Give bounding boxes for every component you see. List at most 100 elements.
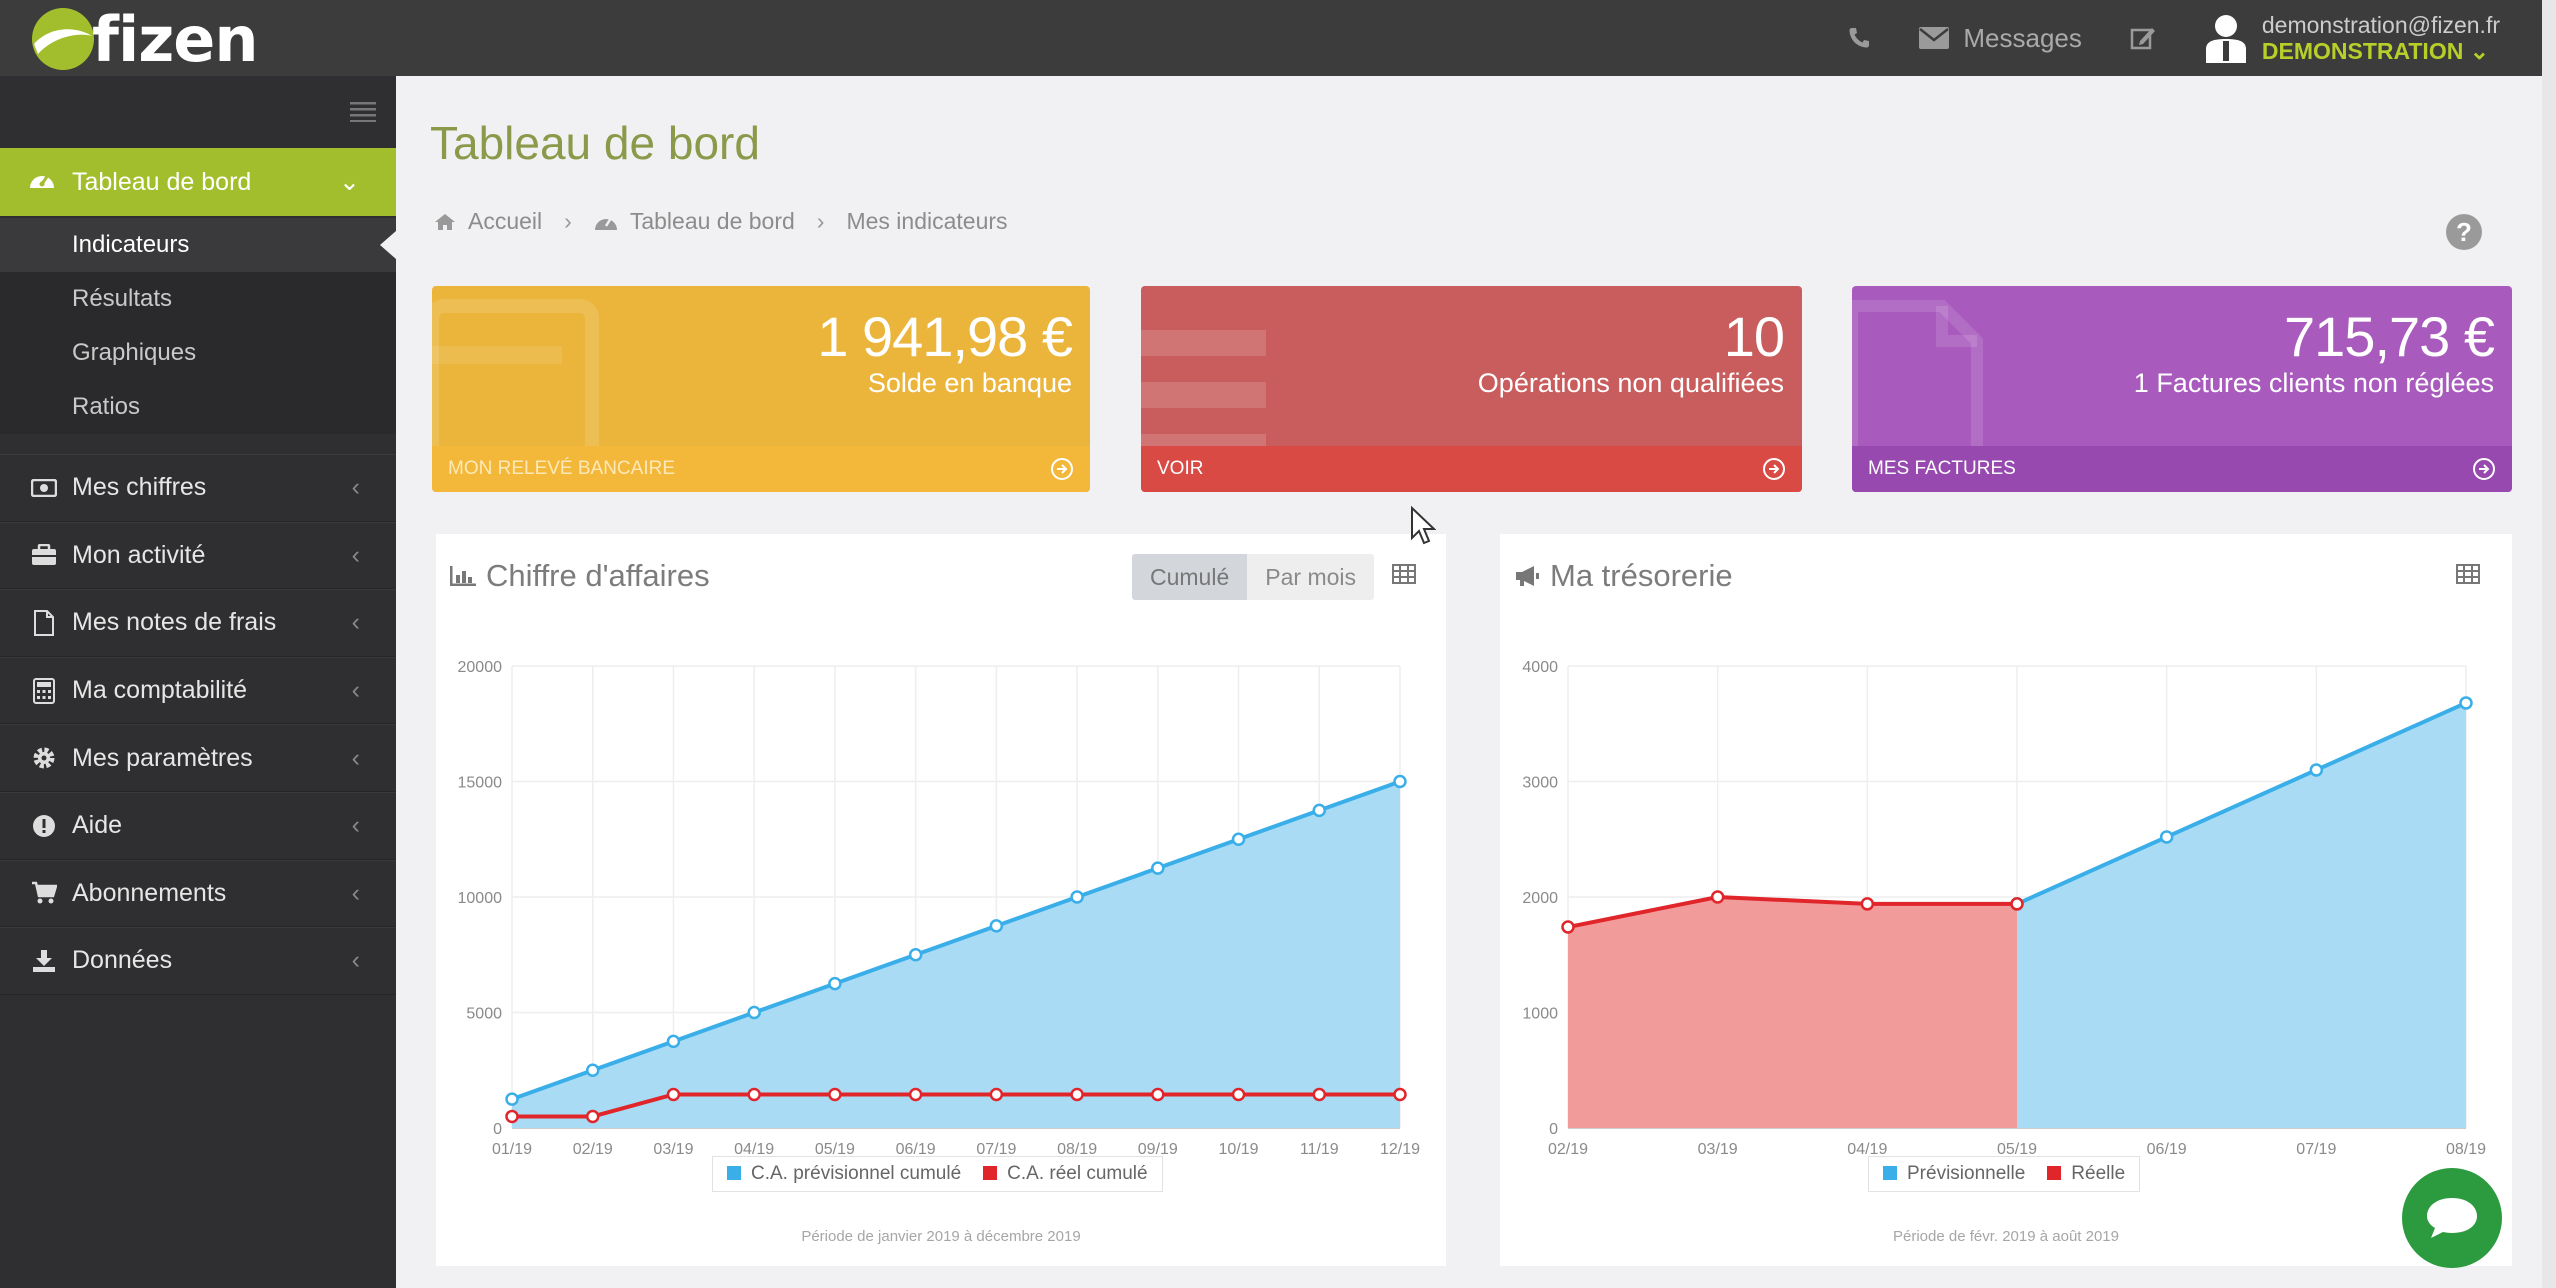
sidebar-item-parametres[interactable]: Mes paramètres ‹ xyxy=(0,724,396,792)
dashboard-icon xyxy=(594,216,617,230)
x-tick-label: 03/19 xyxy=(653,1141,693,1158)
y-tick-label: 0 xyxy=(493,1121,502,1138)
card-footer-label: MES FACTURES xyxy=(1868,458,2016,479)
unqualified-operations-card[interactable]: 10 Opérations non qualifiées VOIR xyxy=(1141,286,1802,492)
sidebar-item-aide[interactable]: Aide ‹ xyxy=(0,791,396,860)
chevron-left-icon: ‹ xyxy=(351,608,360,637)
user-menu[interactable]: demonstration@fizen.fr DEMONSTRATION ⌄ xyxy=(2204,12,2500,64)
submenu-item-indicateurs[interactable]: Indicateurs xyxy=(0,218,396,272)
data-point xyxy=(747,1087,761,1102)
view-toggle: Cumulé Par mois xyxy=(1132,554,1375,600)
phone-button[interactable] xyxy=(1847,26,1871,50)
data-point xyxy=(1231,1087,1246,1102)
sidebar-item-label: Mes notes de frais xyxy=(72,608,277,637)
gear-icon xyxy=(28,746,60,770)
card-footer-label: VOIR xyxy=(1157,458,1204,479)
data-point xyxy=(1151,1087,1165,1102)
arrow-circle-right-icon xyxy=(2473,458,2495,480)
card-footer-link[interactable]: MES FACTURES xyxy=(1852,446,2512,492)
revenue-panel: Chiffre d'affaires Cumulé Par mois 0 5000… xyxy=(436,534,1446,1266)
submenu-item-graphiques[interactable]: Graphiques xyxy=(72,339,197,366)
y-tick-label: 10000 xyxy=(458,890,503,907)
help-button[interactable]: ? xyxy=(2446,214,2482,250)
data-point xyxy=(666,1087,681,1102)
card-label: Solde en banque xyxy=(867,368,1072,398)
treasury-chart: 0 1000 2000 3000 4000 02/19 03/19 04/19 05/19 06/… xyxy=(1522,659,2486,1158)
card-footer-link[interactable]: MON RELEVÉ BANCAIRE xyxy=(432,446,1090,492)
sidebar-item-comptabilite[interactable]: Ma comptabilité ‹ xyxy=(0,656,396,725)
x-tick-label: 06/19 xyxy=(2147,1141,2187,1158)
data-point xyxy=(585,1063,600,1077)
data-point xyxy=(505,1092,519,1106)
sidebar-item-mon-activite[interactable]: Mon activité ‹ xyxy=(0,521,396,590)
arrow-circle-right-icon xyxy=(1763,458,1785,480)
page-title: Tableau de bord xyxy=(430,117,760,169)
chevron-left-icon: ‹ xyxy=(351,473,360,502)
period-note: Période de janvier 2019 à décembre 2019 xyxy=(801,1228,1081,1245)
phone-icon xyxy=(1849,28,1870,48)
y-tick-label: 2000 xyxy=(1522,890,1558,907)
data-point xyxy=(2459,696,2473,710)
series-area xyxy=(1568,897,2017,1128)
x-tick-label: 08/19 xyxy=(2446,1141,2486,1158)
sidebar-item-tableau-de-bord[interactable]: Tableau de bord ⌄ xyxy=(0,148,396,216)
toggle-cumule[interactable]: Cumulé xyxy=(1132,554,1248,600)
chart-legend: Prévisionnelle Réelle xyxy=(1868,1156,2141,1192)
breadcrumb-home[interactable]: Accueil xyxy=(468,208,543,234)
legend-item[interactable]: Réelle xyxy=(2047,1163,2125,1185)
treasury-panel: Ma trésorerie 0 1000 2000 3000 4000 02/19 03/1… xyxy=(1500,534,2512,1266)
data-point xyxy=(1561,920,1575,934)
edit-button[interactable] xyxy=(2130,25,2156,51)
card-value: 10 xyxy=(1723,305,1785,368)
data-point xyxy=(1070,890,1084,904)
messages-button[interactable]: Messages xyxy=(1919,23,2082,54)
sidebar-item-label: Ma comptabilité xyxy=(72,676,248,705)
file-icon xyxy=(28,609,60,636)
calculator-icon xyxy=(28,677,60,704)
series-line xyxy=(512,1092,1400,1119)
sidebar-item-abonnements[interactable]: Abonnements ‹ xyxy=(0,859,396,928)
card-value: 715,73 € xyxy=(2284,305,2495,368)
sidebar-item-label: Tableau de bord xyxy=(72,167,252,196)
chat-button[interactable] xyxy=(2402,1168,2502,1268)
submenu-item-ratios[interactable]: Ratios xyxy=(72,393,141,420)
chart-legend: C.A. prévisionnel cumulé C.A. réel cumul… xyxy=(712,1156,1163,1192)
data-point xyxy=(828,976,842,991)
sidebar-item-notes-de-frais[interactable]: Mes notes de frais ‹ xyxy=(0,589,396,657)
panel-title: Ma trésorerie xyxy=(1514,558,1733,594)
table-icon[interactable] xyxy=(1392,564,1416,584)
submenu-item-resultats[interactable]: Résultats xyxy=(72,285,173,312)
scrollbar[interactable] xyxy=(2542,0,2556,1288)
card-footer-link[interactable]: VOIR xyxy=(1141,446,1802,492)
sidebar-item-donnees[interactable]: Données ‹ xyxy=(0,927,396,995)
y-tick-label: 3000 xyxy=(1522,775,1558,792)
x-tick-label: 07/19 xyxy=(2296,1141,2336,1158)
sidebar-item-mes-chiffres[interactable]: Mes chiffres ‹ xyxy=(0,454,396,522)
legend-item[interactable]: C.A. prévisionnel cumulé xyxy=(727,1163,961,1185)
unpaid-invoices-card[interactable]: 715,73 € 1 Factures clients non réglées … xyxy=(1852,286,2512,492)
bank-balance-card[interactable]: 1 941,98 € Solde en banque MON RELEVÉ BA… xyxy=(432,286,1090,492)
breadcrumb-dashboard[interactable]: Tableau de bord xyxy=(629,208,795,234)
mouse-cursor-icon xyxy=(1411,506,1436,545)
x-tick-label: 04/19 xyxy=(1847,1141,1887,1158)
period-note: Période de févr. 2019 à août 2019 xyxy=(1892,1228,2119,1245)
chevron-left-icon: ‹ xyxy=(351,946,360,975)
panel-title: Chiffre d'affaires xyxy=(450,558,710,594)
sidebar-collapse-button[interactable] xyxy=(350,102,376,127)
legend-item[interactable]: Prévisionnelle xyxy=(1883,1163,2025,1185)
toggle-par-mois[interactable]: Par mois xyxy=(1247,554,1375,600)
table-icon[interactable] xyxy=(2456,564,2480,584)
arrow-circle-right-icon xyxy=(1051,458,1073,480)
data-point xyxy=(2309,763,2324,777)
brand-logo[interactable]: fizen xyxy=(30,3,258,76)
chevron-left-icon: ‹ xyxy=(351,811,360,840)
sidebar: Tableau de bord ⌄ Indicateurs Résultats … xyxy=(0,76,396,1288)
legend-item[interactable]: C.A. réel cumulé xyxy=(983,1163,1148,1185)
y-tick-label: 15000 xyxy=(458,775,503,792)
x-tick-label: 02/19 xyxy=(573,1141,613,1158)
money-icon xyxy=(28,478,60,497)
x-tick-label: 08/19 xyxy=(1057,1141,1097,1158)
sidebar-item-label: Mes paramètres xyxy=(72,743,253,772)
x-tick-label: 02/19 xyxy=(1548,1141,1588,1158)
series-area xyxy=(512,781,1400,1128)
